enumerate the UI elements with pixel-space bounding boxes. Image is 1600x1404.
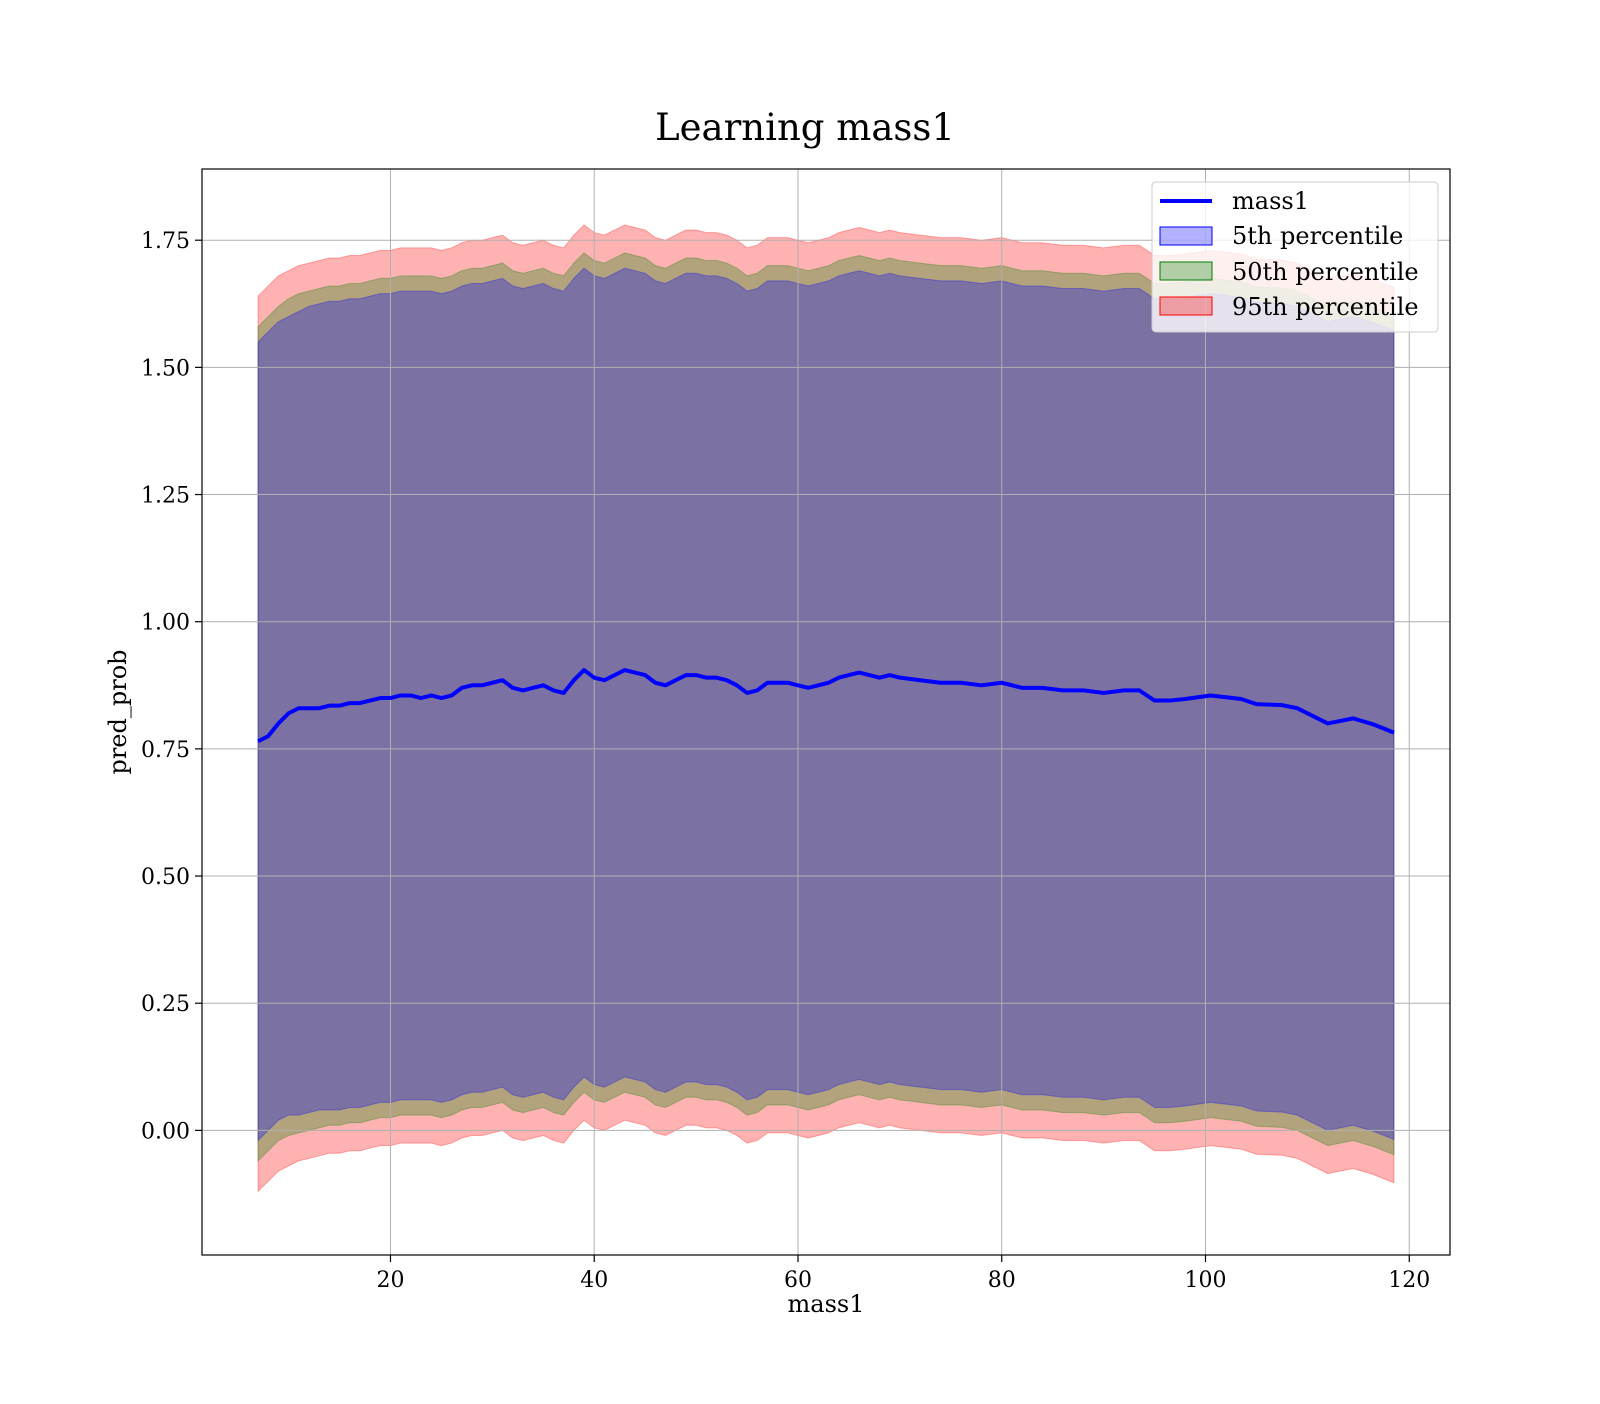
axes-frame [201,168,1451,1256]
series-line-mass1 [257,668,1395,744]
x-tick-label: 80 [988,1268,1016,1293]
x-tick-label: 120 [1388,1268,1430,1293]
band-50th-percentile [257,252,1395,1163]
grid-lines [202,169,1450,1255]
x-tick-label: 20 [376,1268,404,1293]
x-tick-label: 100 [1184,1268,1226,1293]
legend-label-mass1: mass1 [1232,187,1309,215]
plot-area [257,224,1395,1193]
y-tick-label: 1.75 [141,229,190,254]
y-tick-label: 1.00 [141,611,190,636]
x-tick-label: 60 [784,1268,812,1293]
legend-patch-50th-percentile [1159,261,1213,281]
legend-label-5th-percentile: 5th percentile [1232,222,1403,250]
legend-patch-5th-percentile [1159,226,1213,246]
series-line-layer [257,668,1395,744]
x-tick-label: 40 [580,1268,608,1293]
legend-label-95th-percentile: 95th percentile [1232,293,1419,321]
y-tick-label: 0.00 [141,1119,190,1144]
legend-label-50th-percentile: 50th percentile [1232,258,1419,286]
y-tick-label: 1.50 [141,356,190,381]
x-axis-label: mass1 [788,1290,865,1318]
x-ticks: 20 40 60 80 100 120 [376,1255,1430,1293]
y-tick-label: 1.25 [141,484,190,509]
band-95th-percentile [257,224,1395,1193]
chart-title: Learning mass1 [655,106,955,149]
y-axis-label: pred_prob [104,649,132,774]
y-tick-label: 0.25 [141,992,190,1017]
legend-frame [1151,181,1439,333]
y-tick-label: 0.75 [141,738,190,763]
legend: mass1 5th percentile 50th percentile 95t… [1151,181,1439,333]
y-ticks: 0.00 0.25 0.50 0.75 1.00 1.25 1.50 1.75 [141,229,202,1144]
legend-patch-95th-percentile [1159,296,1213,316]
y-tick-label: 0.50 [141,865,190,890]
band-5th-percentile [257,267,1395,1142]
